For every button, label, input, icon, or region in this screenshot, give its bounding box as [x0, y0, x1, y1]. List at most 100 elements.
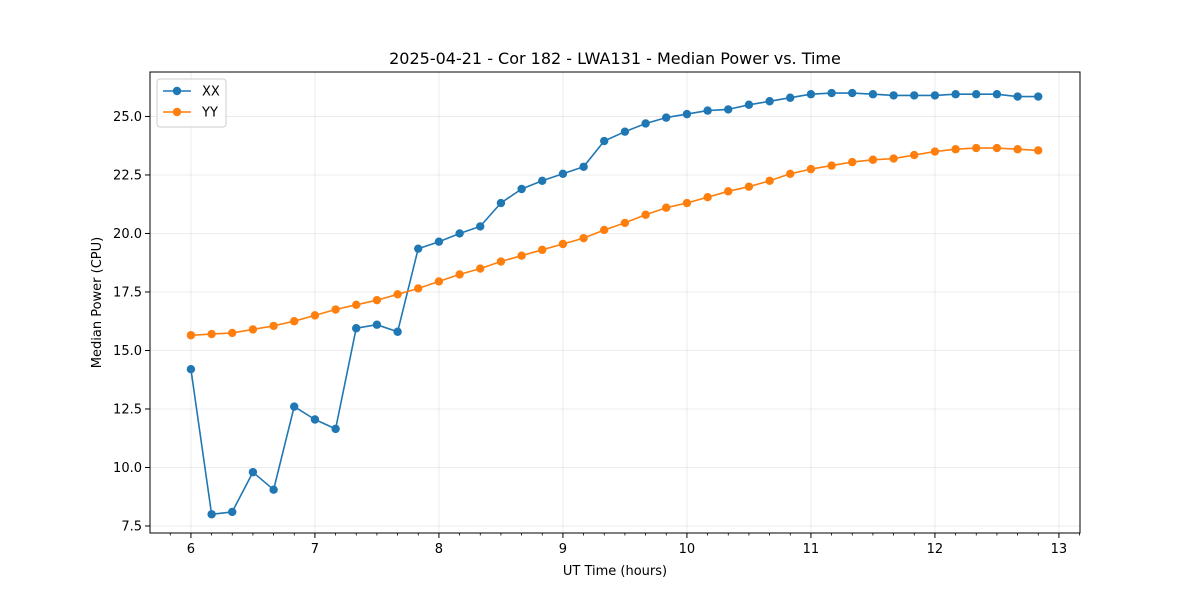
data-point-xx — [641, 119, 650, 128]
data-point-xx — [186, 364, 196, 374]
y-tick-label: 15.0 — [113, 344, 142, 359]
data-point-yy — [662, 203, 671, 212]
x-tick-label: 12 — [927, 542, 944, 557]
data-point-yy — [496, 257, 506, 266]
data-point-xx — [476, 222, 485, 231]
data-point-yy — [393, 290, 402, 299]
x-tick-label: 11 — [803, 542, 820, 557]
y-tick-label: 12.5 — [113, 402, 142, 417]
data-point-xx — [1013, 92, 1022, 101]
data-point-yy — [744, 182, 754, 191]
data-point-yy — [414, 284, 423, 293]
data-point-yy — [455, 270, 464, 279]
data-point-yy — [682, 198, 692, 208]
x-tick-label: 9 — [559, 542, 567, 557]
data-point-yy — [579, 233, 588, 243]
x-tick-label: 8 — [435, 542, 443, 557]
data-point-xx — [1034, 92, 1043, 101]
data-point-yy — [786, 169, 795, 178]
data-point-yy — [269, 321, 278, 331]
data-point-xx — [352, 324, 361, 333]
data-point-xx — [414, 244, 423, 253]
data-point-xx — [496, 198, 506, 208]
data-point-yy — [310, 311, 320, 320]
data-point-yy — [517, 251, 526, 260]
data-point-yy — [248, 325, 258, 334]
data-point-xx — [248, 467, 258, 477]
plot-frame — [149, 71, 1081, 534]
legend-swatch-marker — [172, 107, 182, 117]
legend-label: YY — [201, 106, 218, 121]
data-point-xx — [434, 237, 444, 246]
data-point-yy — [434, 277, 444, 286]
data-point-xx — [889, 91, 898, 100]
data-point-yy — [910, 150, 919, 160]
data-point-yy — [352, 300, 361, 310]
grid — [150, 72, 1080, 533]
data-point-yy — [620, 218, 630, 228]
y-tick-label: 7.5 — [121, 519, 142, 534]
data-point-xx — [951, 90, 960, 99]
data-point-yy — [207, 329, 216, 339]
data-point-yy — [889, 154, 898, 163]
y-tick-label: 20.0 — [113, 227, 142, 242]
data-point-xx — [662, 113, 671, 122]
y-axis-title: Median Power (CPU) — [90, 237, 105, 368]
data-point-yy — [972, 143, 981, 153]
data-point-yy — [1013, 145, 1022, 154]
data-point-yy — [703, 192, 712, 202]
data-point-yy — [868, 155, 878, 164]
data-point-xx — [744, 100, 754, 109]
data-point-yy — [1034, 146, 1043, 155]
data-point-xx — [372, 320, 382, 329]
data-point-yy — [641, 210, 650, 219]
legend-entry-xx: XX — [163, 85, 220, 100]
data-point-xx — [930, 91, 940, 100]
x-tick-label: 10 — [679, 542, 696, 557]
data-point-xx — [455, 229, 464, 238]
data-point-xx — [910, 91, 919, 100]
x-tick-label: 6 — [187, 542, 195, 557]
legend-swatch-marker — [172, 86, 182, 96]
legend-entry-yy: YY — [163, 106, 218, 121]
data-point-xx — [806, 90, 816, 99]
data-point-xx — [827, 88, 836, 98]
data-point-yy — [765, 176, 774, 186]
data-point-yy — [186, 331, 196, 340]
data-point-yy — [290, 317, 299, 326]
data-point-xx — [600, 136, 609, 146]
series-xx — [186, 88, 1043, 519]
data-point-yy — [827, 161, 836, 170]
data-point-yy — [992, 143, 1002, 153]
data-point-yy — [558, 239, 568, 249]
data-point-xx — [620, 127, 630, 136]
y-tick-label: 22.5 — [113, 168, 142, 183]
data-point-xx — [207, 510, 216, 519]
data-point-xx — [765, 97, 774, 106]
series-layer — [186, 88, 1043, 519]
data-point-xx — [228, 507, 237, 517]
data-point-yy — [951, 145, 960, 154]
data-point-xx — [558, 169, 568, 178]
data-point-xx — [848, 88, 857, 98]
data-point-yy — [476, 264, 485, 273]
data-point-xx — [331, 424, 340, 434]
data-point-xx — [703, 106, 712, 115]
data-point-xx — [393, 327, 402, 336]
y-tick-label: 17.5 — [113, 285, 142, 300]
y-tick-label: 25.0 — [113, 110, 142, 125]
legend: XX YY — [156, 78, 227, 128]
y-tick-label: 10.0 — [113, 461, 142, 476]
legend-label: XX — [202, 85, 220, 100]
data-point-yy — [806, 164, 816, 174]
data-point-yy — [724, 187, 733, 196]
data-point-xx — [682, 109, 692, 119]
data-point-yy — [848, 157, 857, 167]
data-point-xx — [579, 162, 588, 171]
series-yy — [186, 143, 1043, 340]
chart-title: 2025-04-21 - Cor 182 - LWA131 - Median P… — [389, 49, 841, 68]
data-point-xx — [538, 176, 547, 186]
data-point-xx — [992, 90, 1002, 99]
data-point-yy — [331, 305, 340, 314]
